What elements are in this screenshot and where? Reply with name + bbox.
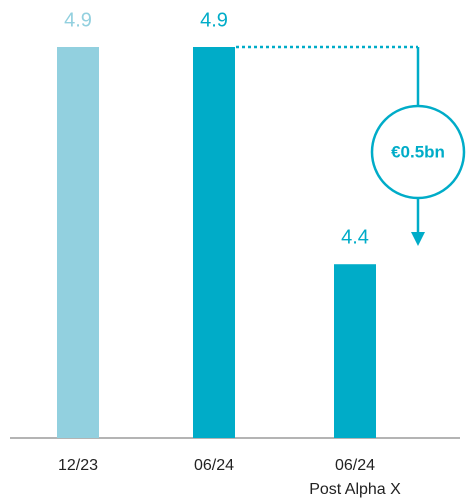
x-tick-label: 06/24 <box>193 457 235 474</box>
bar <box>57 47 99 438</box>
annotation: €0.5bn <box>391 142 445 161</box>
arrow-head <box>411 232 425 246</box>
x-tick-label: 06/24 Post Alpha X <box>309 457 401 498</box>
value-label: 4.9 <box>64 9 92 31</box>
value-label: 4.9 <box>200 9 228 31</box>
bar <box>334 264 376 438</box>
bar <box>193 47 235 438</box>
value-label: 4.4 <box>341 227 369 249</box>
annotation-circle <box>370 104 466 200</box>
x-tick-label: 12/23 <box>57 457 99 474</box>
